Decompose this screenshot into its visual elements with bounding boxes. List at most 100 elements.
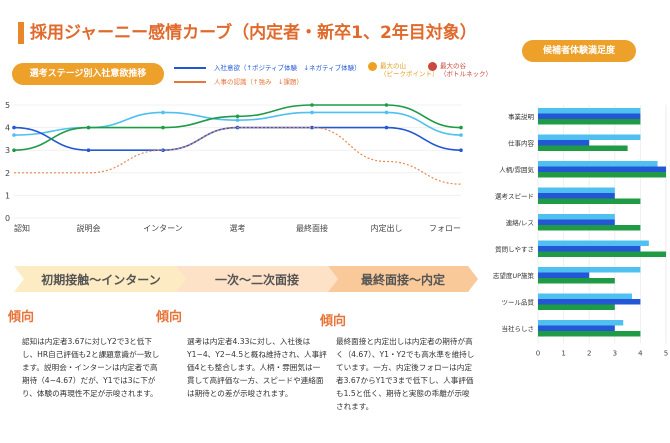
legend-text: 人事の認識（↑強み ↓課題）: [214, 78, 303, 86]
data-point: [459, 133, 463, 137]
bar: [538, 193, 615, 199]
y-tick-label: 0: [5, 214, 10, 223]
bar: [538, 240, 649, 246]
data-point: [12, 125, 16, 130]
y-tick-label: 3: [5, 146, 10, 155]
data-point: [459, 125, 463, 130]
y-tick-label: ツール品質: [502, 298, 535, 307]
y-tick-label: 2: [5, 169, 10, 178]
legend-text: （ピークポイント）: [380, 70, 439, 78]
bar: [538, 267, 641, 273]
x-tick-label: 内定出し: [371, 223, 403, 233]
data-point: [235, 118, 240, 122]
bar: [538, 198, 641, 204]
bar: [538, 172, 666, 178]
bar: [538, 214, 615, 220]
x-tick-label: 4: [638, 350, 643, 358]
data-point: [161, 125, 165, 130]
x-tick-label: フォロー: [429, 224, 461, 233]
trend-text: 認知は内定者3.67に対しY2で3と低下し、HR自己評価も2と課題意識が一致しま…: [22, 337, 160, 398]
series-line: [13, 126, 462, 151]
peak-dot-icon: [368, 62, 377, 71]
trend-text: 最終面接と内定出しは内定者の期待が高く（4.67）、Y1・Y2でも高水準を維持し…: [336, 337, 475, 411]
legend-text: 最大の谷: [440, 62, 466, 70]
y-tick-label: 選考スピード: [495, 192, 534, 201]
x-tick-label: 最終面接: [296, 223, 328, 233]
legend-peak: 最大の山 （ピークポイント）: [368, 62, 439, 78]
y-tick-label: 当社らしさ: [502, 324, 535, 333]
x-tick-label: 3: [613, 350, 617, 358]
page-title: 採用ジャーニー感情カーブ（内定者・新卒1、2年目対象）: [18, 22, 477, 44]
y-tick-label: 4: [5, 124, 10, 133]
stage-early: 初期接触～インターン: [14, 266, 188, 292]
x-tick-label: 1: [561, 350, 565, 358]
y-tick-label: 5: [5, 101, 10, 110]
bar: [538, 331, 641, 337]
trend-heading: 傾向: [8, 310, 35, 325]
data-point: [235, 114, 240, 119]
bar: [538, 246, 641, 252]
data-point: [384, 125, 389, 130]
legend-text: 最大の山: [380, 62, 406, 70]
bar: [538, 145, 628, 151]
bar: [538, 293, 632, 299]
x-tick-label: 5: [664, 350, 668, 358]
legend-line-orange: [174, 81, 206, 83]
bar: [538, 134, 641, 140]
data-point: [12, 133, 16, 137]
bar: [538, 225, 641, 231]
bar: [538, 187, 615, 193]
trend-heading: 傾向: [320, 314, 347, 329]
stage-middle: 一次～二次面接: [176, 266, 338, 292]
bar: [538, 272, 590, 278]
data-point: [86, 125, 91, 130]
valley-dot-icon: [428, 62, 437, 71]
legend-hr: 人事の認識（↑強み ↓課題）: [174, 76, 303, 86]
x-tick-label: 2: [587, 350, 591, 358]
x-tick-label: 説明会: [77, 223, 101, 233]
y-tick-label: 連絡/レス: [506, 218, 534, 227]
series-line: [14, 127, 462, 185]
data-point: [310, 110, 314, 115]
x-tick-label: 選考: [230, 223, 246, 233]
bar: [538, 320, 624, 326]
data-point: [310, 103, 314, 107]
bar-chart: 0 1 2 3 4 5 事業説明仕事内容人柄/雰囲気選考スピード連絡/レス質問しやすさ志望度…: [493, 105, 668, 358]
y-tick-label: 志望度UP施策: [493, 271, 535, 280]
bar: [538, 251, 666, 257]
bar: [538, 166, 666, 172]
bar: [538, 108, 641, 114]
data-point: [86, 148, 91, 152]
legend-text: （ボトルネック）: [440, 70, 492, 78]
bar: [538, 140, 590, 146]
legend-text: 入社意欲（↑ポジティブ体験 ↓ネガティブ体験）: [214, 64, 361, 72]
trend-text: 選考は内定者4.33に対し、入社後はY1−4、Y2−4.5と概ね維持され、人事評…: [187, 337, 327, 398]
y-tick-label: 人柄/雰囲気: [499, 165, 534, 174]
x-tick-label: インターン: [143, 224, 183, 233]
bar-chart-label: 候補者体験満足度: [522, 40, 636, 62]
legend-valley: 最大の谷 （ボトルネック）: [428, 62, 492, 78]
data-point: [384, 103, 389, 107]
y-tick-label: 1: [5, 191, 10, 200]
legend-line-blue: [174, 67, 206, 69]
data-point: [161, 110, 165, 115]
bar: [538, 119, 641, 125]
stage-final: 最終面接～内定: [328, 266, 478, 292]
y-tick-label: 仕事内容: [508, 139, 535, 148]
bar: [538, 304, 615, 310]
data-point: [12, 148, 16, 152]
bar: [538, 113, 641, 119]
data-point: [310, 125, 314, 130]
trend-heading: 傾向: [156, 310, 183, 325]
legend-motivation: 入社意欲（↑ポジティブ体験 ↓ネガティブ体験）: [174, 62, 361, 72]
x-tick-label: 0: [536, 350, 540, 358]
line-chart-label: 選考ステージ別入社意欲推移: [12, 63, 164, 85]
bar: [538, 325, 615, 331]
data-point: [459, 148, 463, 152]
line-chart: 0 1 2 3 4 5 認知 説明会 インターン 選考 最終面接 内定出し フォロー: [5, 101, 463, 233]
bar: [538, 278, 615, 284]
bar: [538, 161, 658, 167]
y-tick-label: 質問しやすさ: [495, 245, 534, 254]
y-tick-label: 事業説明: [508, 112, 535, 121]
x-tick-label: 認知: [14, 223, 30, 233]
